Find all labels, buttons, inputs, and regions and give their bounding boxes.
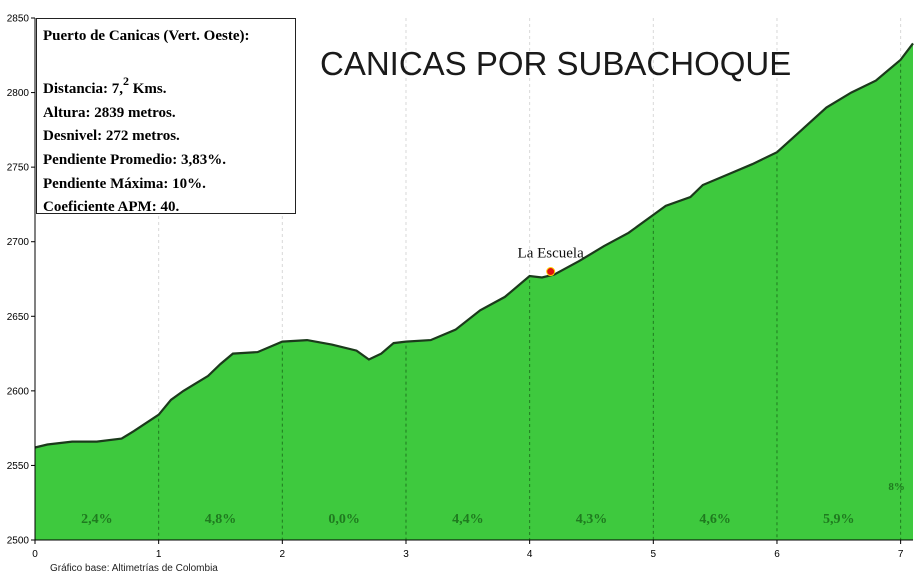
x-tick-label: 2	[280, 549, 286, 560]
distance-decimal: 2	[123, 74, 129, 89]
x-tick-label: 5	[651, 549, 657, 560]
grade-label: 0,0%	[328, 512, 360, 527]
grade-label: 4,8%	[205, 512, 237, 527]
y-tick-label: 2650	[7, 312, 30, 323]
x-tick-label: 6	[774, 549, 780, 560]
y-tick-label: 2850	[7, 14, 30, 25]
climb-average-grade: Pendiente Promedio: 3,83%.	[43, 151, 227, 168]
grade-label: 4,6%	[699, 512, 731, 527]
grade-label: 4,4%	[452, 512, 484, 527]
grade-label: 2,4%	[81, 512, 113, 527]
la-escuela-label: La Escuela	[518, 246, 585, 262]
x-tick-label: 0	[32, 549, 38, 560]
climb-info-box: Puerto de Canicas (Vert. Oeste): Distanc…	[36, 18, 296, 215]
chart-title: CANICAS POR SUBACHOQUE	[320, 45, 791, 82]
climb-max-grade: Pendiente Máxima: 10%.	[43, 175, 206, 192]
km-dividers	[158, 63, 902, 540]
x-axis-ticks: 0 1 2 3 4 5 6 7	[32, 540, 904, 560]
segment-grade-labels: 2,4% 4,8% 0,0% 4,4% 4,3% 4,6% 5,9% 8%	[81, 481, 905, 527]
climb-name: Puerto de Canicas (Vert. Oeste):	[43, 28, 250, 44]
distance-unit: Kms.	[129, 81, 167, 98]
y-tick-label: 2700	[7, 237, 30, 248]
x-tick-label: 4	[527, 549, 533, 560]
credit-text: Gráfico base: Altimetrías de Colombia	[50, 563, 218, 574]
elevation-area	[35, 43, 913, 541]
distance-text: Distancia: 7,	[43, 81, 123, 98]
climb-coefficient: Coeficiente APM: 40.	[43, 199, 180, 216]
x-tick-label: 7	[898, 549, 904, 560]
elevation-line	[34, 42, 914, 449]
y-tick-label: 2550	[7, 461, 30, 472]
x-tick-label: 3	[403, 549, 409, 560]
y-axis-ticks: 2500 2550 2600 2650 2700 2750 2800 2850	[7, 14, 35, 547]
grade-label: 4,3%	[576, 512, 608, 527]
y-tick-label: 2600	[7, 386, 30, 397]
y-tick-label: 2750	[7, 163, 30, 174]
grade-label: 5,9%	[823, 512, 855, 527]
info-spacer	[43, 49, 295, 73]
grade-label: 8%	[888, 481, 905, 493]
la-escuela-marker	[546, 267, 556, 277]
y-tick-label: 2500	[7, 536, 30, 547]
climb-altitude: Altura: 2839 metros.	[43, 104, 176, 121]
climb-elevation-gain: Desnivel: 272 metros.	[43, 128, 180, 145]
x-tick-label: 1	[156, 549, 162, 560]
y-tick-label: 2800	[7, 88, 30, 99]
climb-distance: Distancia: 7,2 Kms.	[43, 72, 295, 102]
